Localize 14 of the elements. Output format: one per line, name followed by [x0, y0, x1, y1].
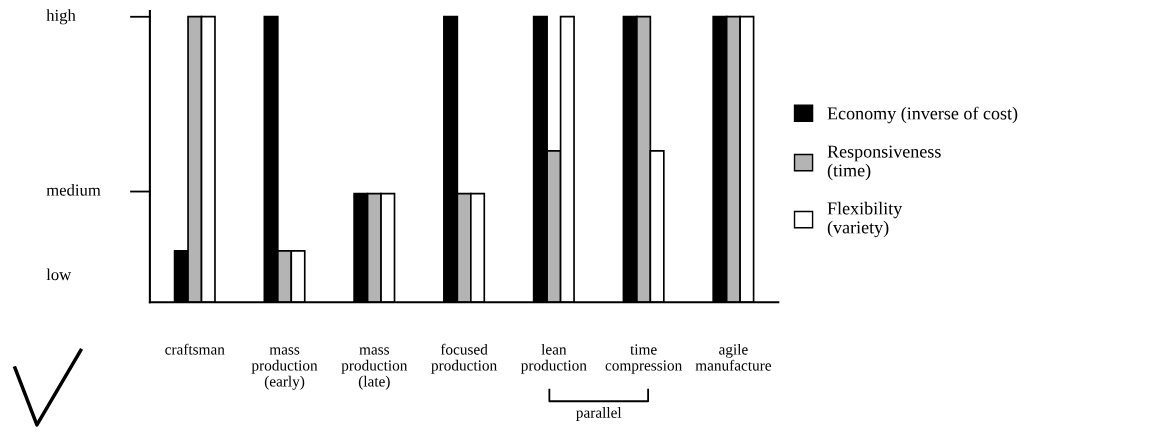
x-tick-label: lean production [521, 343, 587, 374]
text: parallel [576, 407, 622, 421]
x-tick-label: craftsman [165, 343, 225, 355]
text: medium [46, 183, 101, 196]
x-tick-label: mass production (late) [341, 347, 408, 390]
text: low [46, 268, 72, 281]
x-tick-label: agile manufacture [695, 343, 772, 371]
x-tick-label: focused production [431, 343, 497, 374]
text: high [46, 9, 76, 25]
x-tick-label: time compression [605, 344, 682, 374]
legend-label: Economy (inverse of cost) [827, 106, 1018, 124]
x-tick-label: mass production (early) [251, 347, 318, 390]
legend-label: Responsiveness (time) [827, 145, 941, 181]
legend-label: Flexibility (variety) [827, 201, 903, 238]
